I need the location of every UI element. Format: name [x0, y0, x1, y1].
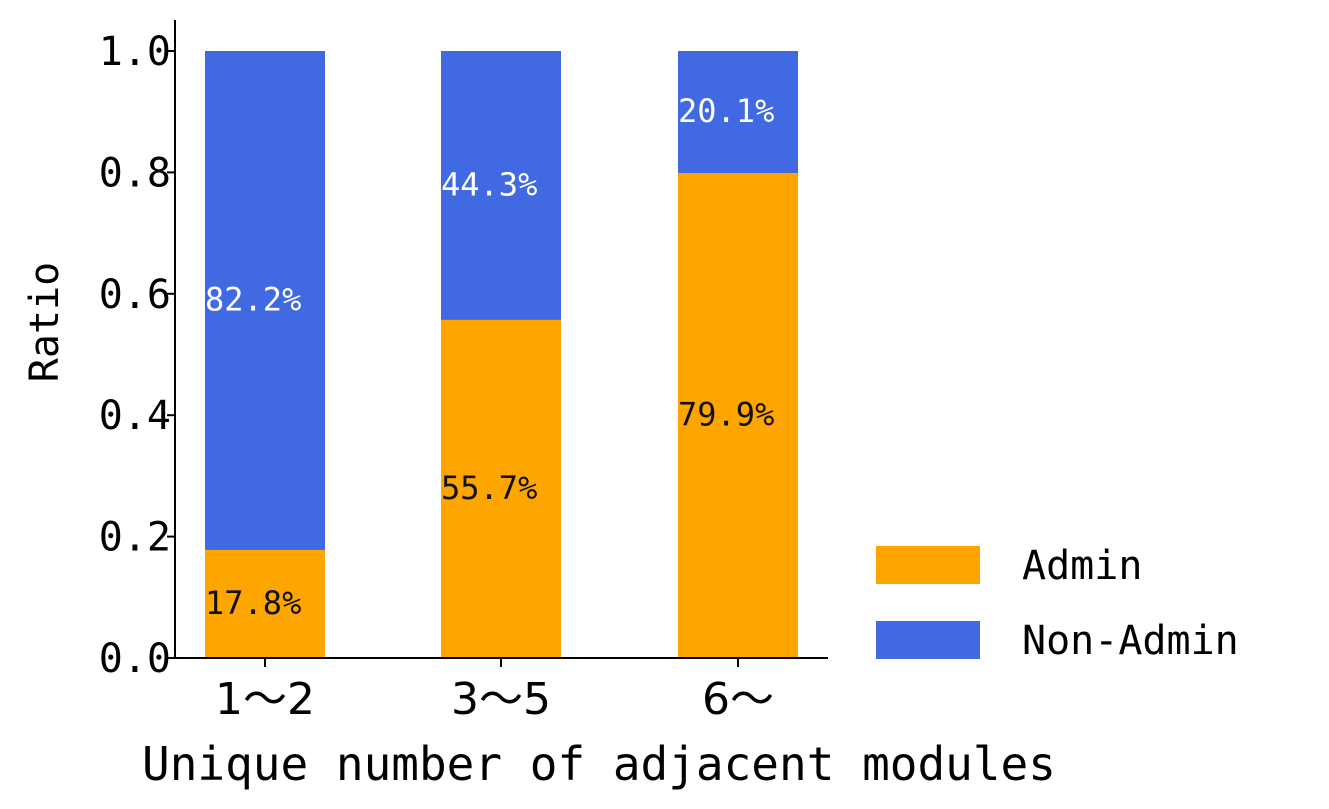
y-tick-label: 0.8 [99, 150, 171, 196]
legend: Admin Non-Admin [876, 543, 1239, 664]
bar-non-admin-3 [678, 51, 798, 174]
y-tick-label: 0.4 [99, 393, 171, 439]
y-tick-label: 0.2 [99, 515, 171, 561]
bar-admin-3 [678, 173, 798, 658]
bar-admin-1 [205, 549, 325, 658]
bar-value-label: 17.8% [205, 584, 301, 622]
bar-value-label: 44.3% [441, 165, 537, 203]
bar-labels-layer: 17.8% 82.2% 55.7% 44.3% 79.9% 20.1% [205, 92, 774, 622]
x-tick-label: 1～2 [215, 674, 315, 725]
legend-swatch-admin [876, 546, 980, 584]
bar-value-label: 55.7% [441, 469, 537, 507]
bars-layer [205, 51, 798, 658]
y-tick-label: 1.0 [99, 29, 171, 75]
bar-value-label: 79.9% [678, 396, 774, 434]
bar-value-label: 82.2% [205, 280, 301, 318]
x-tick-label: 3～5 [451, 674, 551, 725]
bar-non-admin-1 [205, 51, 325, 550]
y-tick-label: 0.6 [99, 272, 171, 318]
bar-admin-2 [441, 319, 561, 658]
y-tick-label: 0.0 [99, 636, 171, 682]
x-axis-label: Unique number of adjacent modules [142, 737, 1056, 791]
y-axis-label: Ratio [22, 262, 68, 382]
bar-value-label: 20.1% [678, 92, 774, 130]
bar-non-admin-2 [441, 51, 561, 320]
x-tick-label: 6～ [702, 674, 774, 725]
ticks-layer: 0.0 0.2 0.4 0.6 0.8 1.0 1～2 3～5 6～ [99, 29, 774, 725]
legend-label: Non-Admin [1022, 618, 1239, 664]
legend-swatch-non-admin [876, 621, 980, 659]
legend-label: Admin [1022, 543, 1142, 589]
